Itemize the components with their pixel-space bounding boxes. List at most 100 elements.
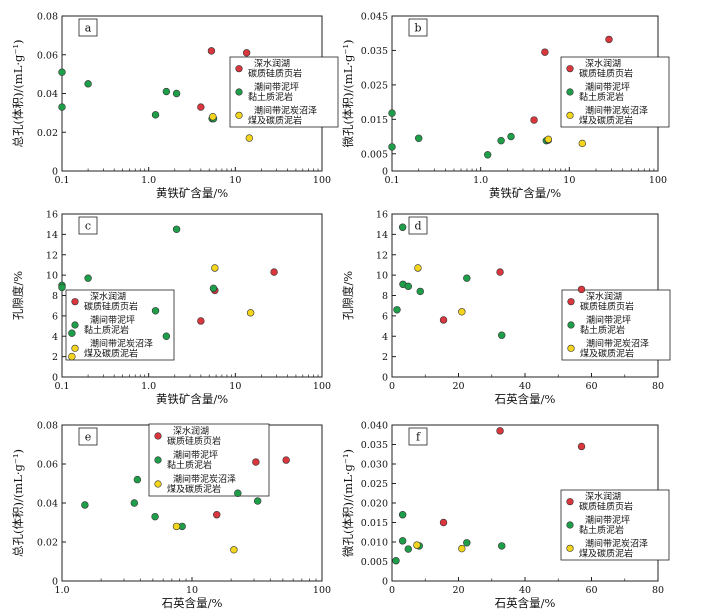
data-point-green <box>463 274 471 282</box>
data-point-green <box>483 151 492 159</box>
legend-label: 潮间带泥坪 <box>90 314 135 326</box>
legend-label: 深水润湖 <box>254 58 290 70</box>
x-axis-title: 石英含量/% <box>162 596 223 610</box>
data-point-green <box>151 512 159 521</box>
data-point-green <box>388 143 396 151</box>
x-tick-label: 60 <box>585 585 597 596</box>
panel-label: d <box>414 220 421 233</box>
panel-label: b <box>414 22 421 35</box>
data-point-red <box>197 103 205 111</box>
x-axis: 0.1 1.0 10 100 <box>384 167 667 186</box>
y-tick-label: 14 <box>46 230 58 241</box>
legend-marker <box>235 65 243 73</box>
legend-label: 煤及碳质泥岩 <box>579 114 633 126</box>
x-tick-label: 100 <box>313 381 331 392</box>
legend-marker <box>71 344 79 352</box>
x-tick-label: 10 <box>229 175 241 186</box>
legend-label: 煤及碳质泥岩 <box>579 547 633 559</box>
legend-label: 黏土质泥岩 <box>84 324 129 336</box>
y-tick-label: 14 <box>376 230 388 241</box>
legend-label: 潮间带泥坪 <box>586 314 631 326</box>
series-red <box>439 427 586 527</box>
x-tick-label: 80 <box>652 585 664 596</box>
x-tick-label: 40 <box>519 585 531 596</box>
legend-label: 潮间带泥炭沼泽 <box>173 473 236 485</box>
legend-box <box>148 423 270 497</box>
x-axis-title: 黄铁矿含量/% <box>156 392 228 406</box>
legend-marker <box>566 88 574 96</box>
x-tick-label: 1.0 <box>54 585 69 596</box>
panel-label: c <box>85 220 91 233</box>
y-tick-label: 0.025 <box>361 479 388 490</box>
y-tick-label: 0 <box>382 167 388 178</box>
y-tick-label: 16 <box>376 210 388 221</box>
x-axis: 1.0 10 100 <box>54 577 331 596</box>
legend-marker <box>71 298 79 306</box>
x-axis-title: 黄铁矿含量/% <box>489 186 561 200</box>
data-point-green <box>84 80 92 88</box>
data-point-red <box>242 49 251 57</box>
y-tick-label: 0.030 <box>361 460 388 471</box>
legend-marker <box>566 498 574 506</box>
data-point-yellow <box>209 113 217 121</box>
data-point-green <box>463 539 471 547</box>
series-green <box>392 511 506 565</box>
legend-label: 黏土质泥岩 <box>580 324 625 336</box>
data-point-green <box>507 132 515 141</box>
y-tick-label: 0 <box>382 373 388 384</box>
y-axis-title: 孔隙度/% <box>341 271 355 320</box>
data-point-green <box>388 109 396 117</box>
legend-label: 黏土质泥岩 <box>579 91 624 103</box>
data-point-green <box>81 501 89 509</box>
legend-label: 煤及碳质泥岩 <box>248 114 302 126</box>
legend-marker <box>566 521 574 529</box>
series-yellow <box>209 113 254 142</box>
legend-label: 潮间带泥坪 <box>585 81 630 93</box>
legend-label: 煤及碳质泥岩 <box>167 483 221 495</box>
legend-label: 黏土质泥岩 <box>579 524 624 536</box>
data-point-green <box>68 329 76 337</box>
y-tick-label: 0.015 <box>361 115 388 126</box>
legend-label: 潮间带泥炭沼泽 <box>586 337 649 349</box>
legend-label: 深水润湖 <box>585 58 621 70</box>
x-tick-label: 0 <box>389 381 395 392</box>
y-tick-label: 0.025 <box>361 80 388 91</box>
y-tick-label: 10 <box>46 271 58 282</box>
data-point-yellow <box>578 139 586 148</box>
data-point-green <box>58 68 66 76</box>
legend-marker <box>235 88 243 96</box>
legend-marker <box>154 432 162 440</box>
data-point-red <box>577 285 586 294</box>
data-point-red <box>496 427 504 435</box>
y-tick-label: 0.005 <box>361 149 388 160</box>
legend-marker <box>567 321 575 329</box>
data-point-yellow <box>211 264 219 272</box>
legend-label: 碳质硅质页岩 <box>579 501 633 513</box>
panel-f: 0 20 40 60 80 0 0.005 0.010 0.015 0.020 0.025 0.030… <box>341 421 670 610</box>
legend-label: 碳质硅质页岩 <box>84 301 138 313</box>
y-tick-label: 0.010 <box>361 538 388 549</box>
x-tick-label: 10 <box>186 585 198 596</box>
data-point-green <box>234 489 242 497</box>
legend-box <box>65 289 175 361</box>
data-point-red <box>270 268 278 276</box>
data-point-green <box>151 307 160 315</box>
panel-label: a <box>85 22 92 35</box>
series-green <box>58 68 218 123</box>
x-tick-label: 20 <box>452 585 464 596</box>
data-point-red <box>605 35 613 44</box>
data-point-red <box>530 116 538 124</box>
legend-label: 深水润湖 <box>173 425 209 437</box>
y-axis: 0 0.02 0.04 0.06 0.08 <box>37 12 66 178</box>
y-axis: 0 2 4 6 8 10 12 14 16 <box>376 210 396 384</box>
y-tick-label: 12 <box>46 250 58 261</box>
y-axis: 0 0.005 0.015 0.025 0.035 0.045 <box>361 12 396 178</box>
data-point-green <box>172 225 181 233</box>
legend-marker <box>235 111 243 119</box>
data-point-red <box>439 316 448 324</box>
y-tick-label: 4 <box>52 332 58 343</box>
data-point-green <box>84 274 92 282</box>
series-yellow <box>414 264 466 316</box>
